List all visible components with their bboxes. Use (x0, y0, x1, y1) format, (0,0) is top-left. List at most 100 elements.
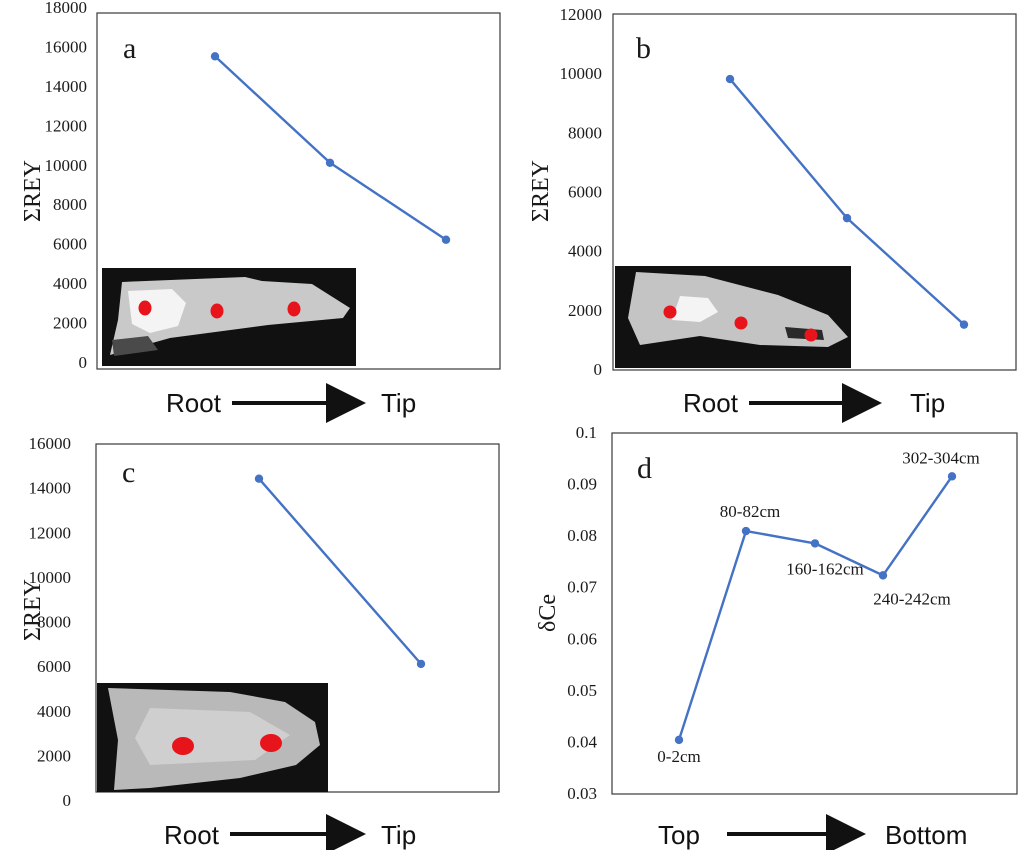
y-tick-label: 2000 (568, 301, 602, 320)
data-point-label: 302-304cm (902, 448, 979, 467)
y-tick-label: 10000 (45, 156, 88, 175)
y-tick-label: 18000 (45, 0, 88, 17)
direction-start-label: Root (683, 388, 739, 418)
bright-core-region (672, 296, 718, 322)
direction-indicator: Root Tip (164, 814, 416, 850)
y-tick-label: 0.07 (567, 578, 597, 597)
data-series (254, 474, 426, 669)
y-tick-label: 8000 (568, 123, 602, 142)
direction-start-label: Root (164, 820, 220, 850)
y-tick-label: 2000 (37, 746, 71, 765)
direction-indicator: Root Tip (683, 383, 945, 423)
direction-end-label: Bottom (885, 820, 967, 850)
sample-point-dot (804, 328, 818, 342)
y-tick-label: 4000 (53, 274, 87, 293)
data-point (878, 571, 888, 580)
y-tick-label: 14000 (45, 77, 88, 96)
bright-core-region (128, 289, 186, 333)
data-point (741, 526, 751, 536)
y-axis-label: ΣREY (528, 160, 554, 222)
y-tick-label: 8000 (53, 195, 87, 214)
y-tick-label: 16000 (29, 434, 72, 453)
plot-frame (96, 12, 501, 370)
data-point-label: 80-82cm (720, 502, 780, 521)
data-series (725, 74, 969, 329)
data-series (210, 52, 451, 244)
plot-frame (611, 432, 1018, 795)
data-point (842, 213, 852, 223)
y-tick-label: 0 (594, 360, 603, 379)
y-axis-label: δCe (535, 594, 561, 632)
y-tick-label: 0 (63, 791, 72, 810)
panel-label: d (637, 452, 652, 485)
data-point (416, 659, 426, 669)
data-point (810, 539, 820, 548)
y-tick-label: 12000 (29, 523, 72, 542)
y-tick-label: 12000 (45, 116, 88, 135)
panel-label: b (636, 32, 651, 65)
direction-start-label: Top (658, 820, 700, 850)
panel-a: 0 2000 4000 6000 8000 10000 12000 14000 16000 180… (20, 0, 501, 423)
sample-photo-inset (102, 268, 356, 366)
y-tick-label: 0.03 (567, 784, 597, 803)
y-tick-label: 0.08 (567, 526, 597, 545)
panel-c: 0 2000 4000 6000 8000 10000 12000 14000 16000 ΣR… (20, 434, 500, 850)
data-point (254, 474, 264, 483)
data-point (674, 735, 684, 745)
y-tick-label: 10000 (560, 64, 603, 83)
data-point-label: 240-242cm (873, 589, 950, 608)
direction-end-label: Tip (910, 388, 945, 418)
y-tick-label: 4000 (568, 242, 602, 261)
data-point-label: 0-2cm (657, 747, 700, 766)
panel-label: c (122, 456, 135, 489)
y-tick-label: 6000 (568, 183, 602, 202)
direction-indicator: Root Tip (166, 383, 416, 423)
direction-end-label: Tip (381, 388, 416, 418)
y-axis-label: ΣREY (20, 579, 46, 641)
data-point (725, 74, 735, 84)
y-tick-label: 0.06 (567, 629, 597, 648)
direction-end-label: Tip (381, 820, 416, 850)
y-tick-label: 6000 (37, 657, 71, 676)
sample-photo-inset (97, 683, 328, 792)
y-tick-label: 0.1 (576, 423, 597, 442)
data-point-label: 160-162cm (786, 559, 863, 578)
sample-point-dot (138, 300, 152, 316)
y-tick-label: 6000 (53, 235, 87, 254)
direction-indicator: Top Bottom (658, 814, 967, 850)
y-tick-label: 16000 (45, 37, 88, 56)
data-point (959, 320, 969, 329)
y-tick-label: 2000 (53, 314, 87, 333)
sample-point-dot (172, 737, 194, 755)
sample-point-dot (210, 303, 224, 319)
series-line (258, 477, 422, 665)
panel-d: 0.03 0.04 0.05 0.06 0.07 0.08 0.09 0.1 δCe d 0-… (535, 423, 1018, 850)
direction-start-label: Root (166, 388, 222, 418)
data-point (947, 472, 957, 481)
sample-point-dot (663, 305, 677, 319)
y-tick-label: 10000 (29, 568, 72, 587)
y-tick-label: 12000 (560, 5, 603, 24)
y-tick-labels: 0 2000 4000 6000 8000 10000 12000 14000 16000 180… (45, 0, 88, 372)
y-tick-label: 14000 (29, 479, 72, 498)
sample-point-dot (260, 734, 282, 752)
dark-root-region (112, 336, 158, 356)
panel-label: a (123, 32, 136, 65)
sample-point-dot (734, 316, 748, 330)
plot-frame (612, 13, 1017, 371)
data-series: 0-2cm 80-82cm 160-162cm 240-242cm 302-304cm (657, 448, 979, 766)
y-tick-label: 0.05 (567, 681, 597, 700)
sample-photo-inset (615, 266, 851, 368)
y-tick-label: 0.09 (567, 475, 597, 494)
panel-b: 0 2000 4000 6000 8000 10000 12000 ΣREY b Root … (528, 5, 1017, 423)
sample-point-dot (287, 301, 301, 317)
y-tick-label: 0 (79, 353, 88, 372)
series-line (214, 55, 447, 241)
data-point (210, 52, 220, 61)
data-point (325, 158, 335, 168)
y-tick-labels: 0 2000 4000 6000 8000 10000 12000 (560, 5, 603, 379)
y-tick-labels: 0.03 0.04 0.05 0.06 0.07 0.08 0.09 0.1 (567, 423, 597, 803)
y-tick-labels: 0 2000 4000 6000 8000 10000 12000 14000 16000 (29, 434, 72, 810)
y-tick-label: 8000 (37, 613, 71, 632)
